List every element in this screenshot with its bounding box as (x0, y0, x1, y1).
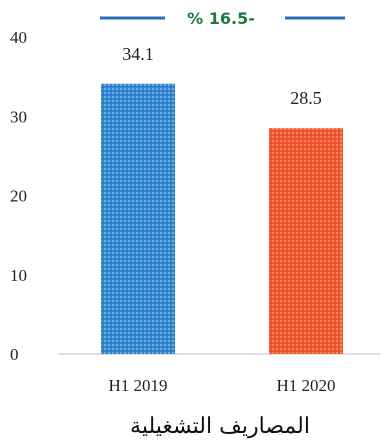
y-tick-label: 10 (10, 266, 27, 285)
y-tick-label: 20 (10, 187, 27, 206)
y-tick-label: 40 (10, 28, 27, 47)
x-category-label: H1 2020 (276, 376, 335, 395)
bar-value-label: 28.5 (290, 88, 322, 108)
chart-title: المصاريف التشغيلية (130, 414, 310, 439)
bars: 34.1 H1 2019 28.5 H1 2020 (101, 44, 343, 395)
bar (101, 84, 175, 354)
x-category-label: H1 2019 (108, 376, 167, 395)
bar (269, 128, 343, 354)
y-tick-label: 0 (10, 345, 19, 364)
bar-value-label: 34.1 (122, 44, 154, 64)
y-tick-label: 30 (10, 107, 27, 126)
change-annotation: % 16.5- (187, 9, 255, 28)
y-axis: 0 10 20 30 40 (10, 28, 27, 364)
